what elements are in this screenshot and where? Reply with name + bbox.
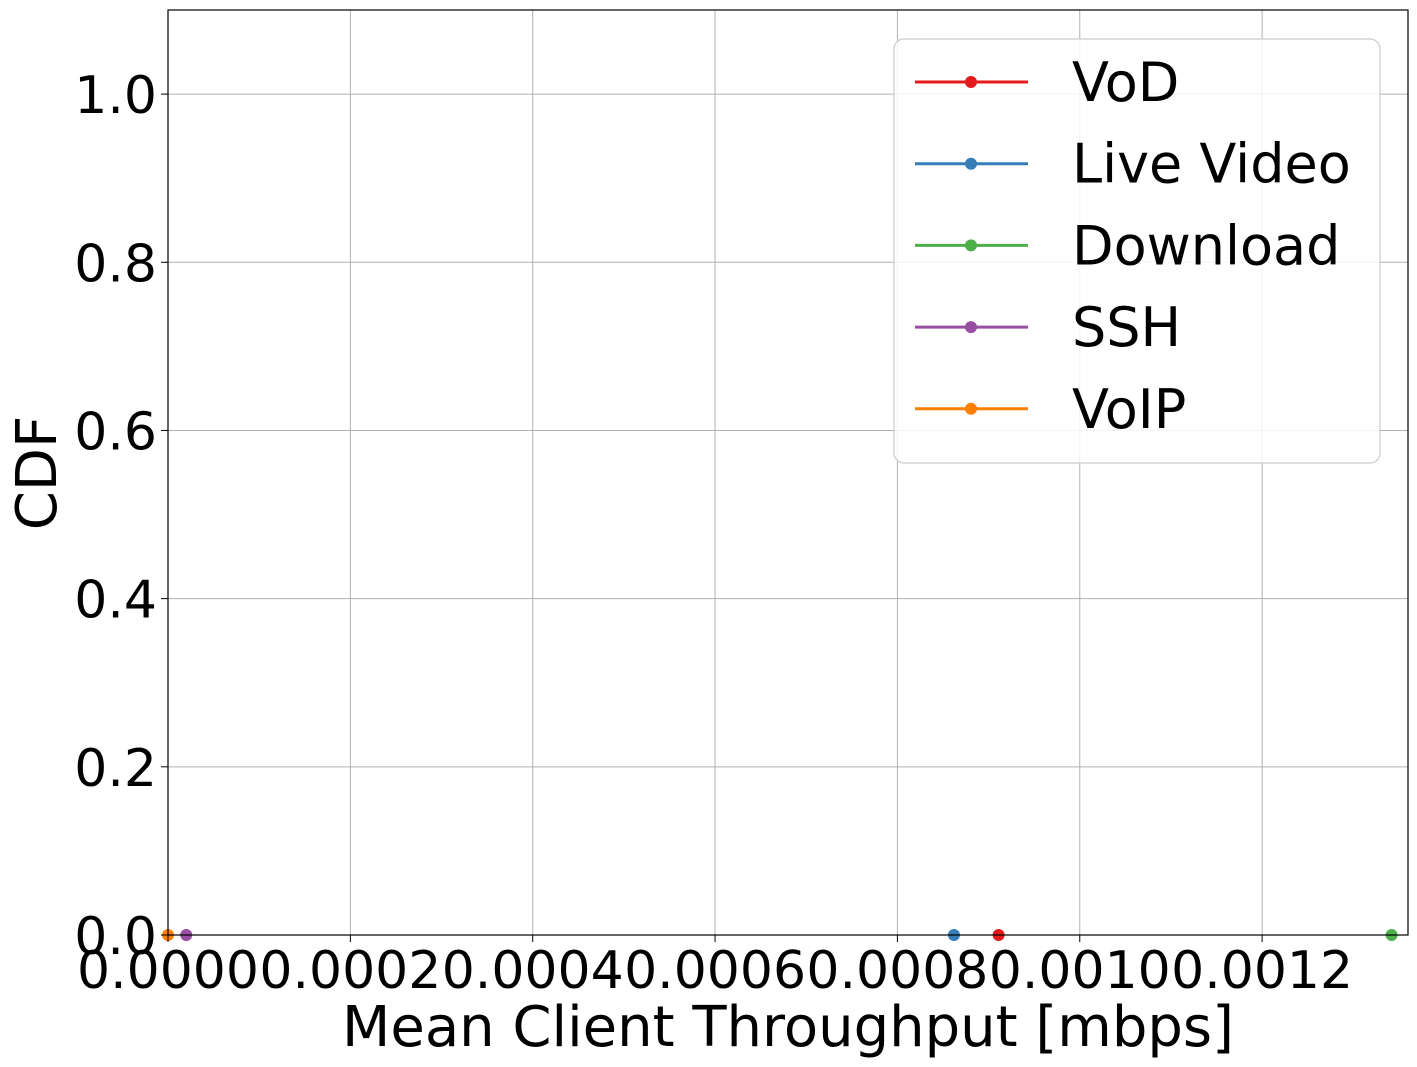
x-tick-label: 0.0004 xyxy=(442,941,624,1001)
y-tick-label: 0.8 xyxy=(74,234,157,294)
x-tick-label: 0.0000 xyxy=(77,941,259,1001)
y-tick-label: 0.2 xyxy=(74,739,157,799)
legend: VoD Live Video Download SSH VoIP xyxy=(893,38,1381,464)
y-tick-label: 1.0 xyxy=(74,66,157,126)
y-axis-label: CDF xyxy=(5,416,70,530)
legend-label: SSH xyxy=(1072,296,1181,359)
x-tick-label: 0.0010 xyxy=(989,941,1171,1001)
legend-label: VoD xyxy=(1072,51,1179,114)
x-tick-label: 0.0008 xyxy=(806,941,988,1001)
legend-marker xyxy=(965,76,977,88)
plot-frame xyxy=(167,9,1409,936)
x-axis-label: Mean Client Throughput [mbps] xyxy=(342,995,1234,1060)
y-tick-label: 0.4 xyxy=(74,571,157,631)
legend-box xyxy=(893,38,1381,464)
y-tick-label: 0.0 xyxy=(74,907,157,967)
legend-label: Live Video xyxy=(1072,133,1351,196)
legend-label: Download xyxy=(1072,214,1340,277)
x-tick-label: 0.0006 xyxy=(624,941,806,1001)
legend-marker xyxy=(965,321,977,334)
x-tick-label: 0.0002 xyxy=(259,941,441,1001)
legend-marker xyxy=(965,239,977,252)
legend-marker xyxy=(965,157,977,170)
axis-ticks: 0.0000 0.0002 0.0004 0.0006 0.0008 0.0010 0.00… xyxy=(74,66,1353,1001)
x-tick-label: 0.0012 xyxy=(1171,941,1353,1001)
legend-label: VoIP xyxy=(1072,378,1186,441)
legend-marker xyxy=(965,402,977,415)
y-tick-label: 0.6 xyxy=(74,402,157,462)
